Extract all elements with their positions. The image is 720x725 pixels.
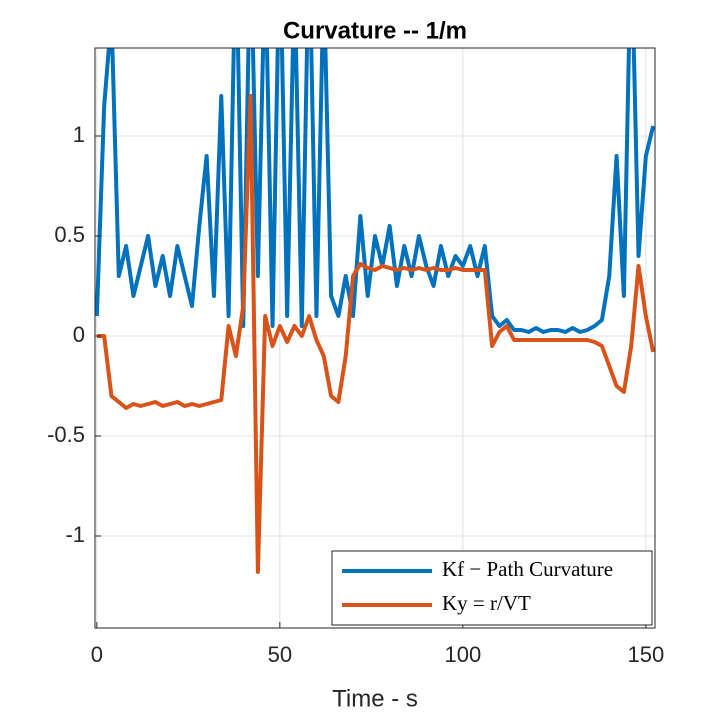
x-tick-label: 0: [91, 642, 103, 667]
x-tick-label: 50: [268, 642, 292, 667]
chart-title: Curvature -- 1/m: [283, 17, 467, 44]
legend-label: Kf − Path Curvature: [442, 557, 613, 581]
series-line: [95, 48, 655, 334]
y-tick-label: 1: [73, 122, 85, 147]
x-axis-label: Time - s: [332, 685, 418, 712]
x-tick-label: 100: [444, 642, 481, 667]
axes-box: [94, 47, 656, 629]
series-line: [96, 94, 655, 574]
y-tick-label: 0.5: [54, 222, 85, 247]
legend-box: [331, 550, 653, 626]
y-tick-label: -1: [65, 522, 85, 547]
x-tick-label: 150: [627, 642, 664, 667]
y-tick-label: 0: [73, 322, 85, 347]
y-tick-label: -0.5: [47, 422, 85, 447]
legend-label: Ky = r/VT: [442, 591, 531, 615]
legend: Kf − Path Curvature Ky = r/VT: [331, 550, 653, 626]
